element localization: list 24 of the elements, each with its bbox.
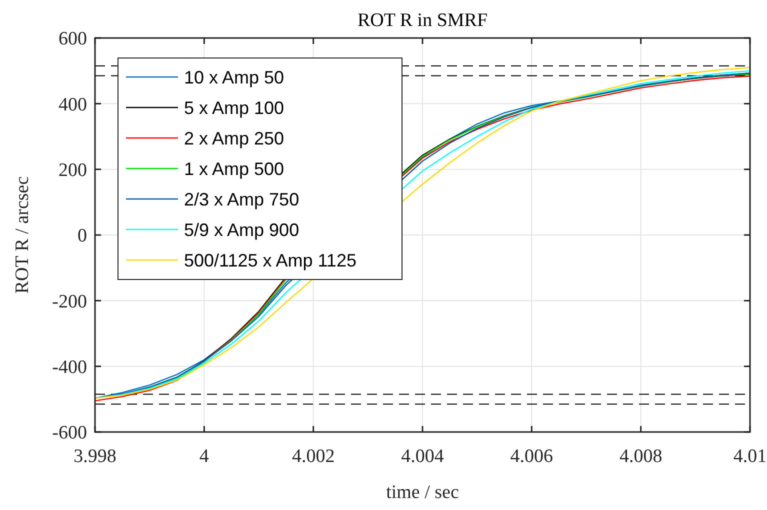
y-tick-label: 400 xyxy=(58,94,87,116)
x-tick-label: 4.008 xyxy=(619,446,662,467)
x-tick-label: 4.004 xyxy=(401,446,444,467)
y-axis-title: ROT R / arcsec xyxy=(12,176,33,294)
x-tick-label: 4 xyxy=(199,446,210,467)
legend-label: 2 x Amp 250 xyxy=(184,128,284,148)
x-axis-title: time / sec xyxy=(386,482,459,503)
x-tick-label: 3.998 xyxy=(74,446,116,467)
y-tick-label: -400 xyxy=(52,356,87,378)
y-tick-label: 600 xyxy=(58,28,87,50)
legend-label: 500/1125 x Amp 1125 xyxy=(184,250,356,270)
x-tick-label: 4.006 xyxy=(510,446,554,467)
x-tick-label: 4.01 xyxy=(733,446,767,467)
x-tick-label: 4.002 xyxy=(292,446,335,467)
y-tick-label: 200 xyxy=(58,160,87,181)
legend-label: 1 x Amp 500 xyxy=(184,158,284,179)
legend-label: 5 x Amp 100 xyxy=(184,98,284,118)
legend-label: 2/3 x Amp 750 xyxy=(184,189,300,210)
y-tick-label: -200 xyxy=(52,291,87,312)
y-tick-label: 0 xyxy=(78,226,87,247)
legend-label: 10 x Amp 50 xyxy=(184,67,284,88)
y-tick-label: -600 xyxy=(52,422,87,444)
chart-title: ROT R in SMRF xyxy=(357,10,488,31)
legend-label: 5/9 x Amp 900 xyxy=(184,220,300,240)
